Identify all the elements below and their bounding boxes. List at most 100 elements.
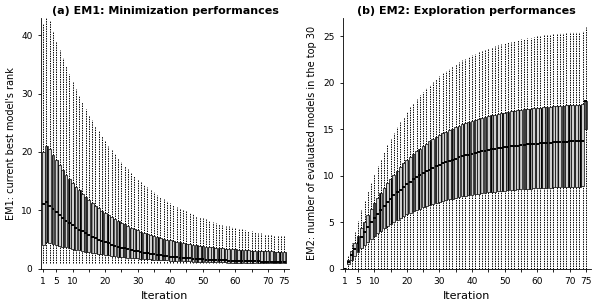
Bar — [500, 113, 503, 191]
Bar — [539, 107, 542, 188]
Bar — [467, 122, 470, 195]
Bar — [202, 246, 205, 262]
Y-axis label: EM2: number of evaluated models in the top 30: EM2: number of evaluated models in the t… — [307, 26, 318, 260]
Bar — [460, 124, 463, 196]
Bar — [74, 187, 77, 250]
Bar — [279, 252, 282, 263]
Bar — [484, 117, 487, 193]
Bar — [257, 251, 260, 263]
Bar — [435, 137, 438, 203]
Bar — [208, 247, 210, 262]
Bar — [448, 130, 451, 199]
Bar — [150, 235, 152, 259]
Bar — [188, 244, 191, 262]
Bar — [509, 111, 512, 190]
Bar — [218, 248, 221, 262]
Bar — [419, 149, 422, 208]
Bar — [405, 160, 408, 214]
Bar — [376, 198, 379, 233]
Bar — [110, 217, 113, 256]
Bar — [549, 107, 551, 188]
Bar — [62, 170, 64, 247]
Bar — [107, 215, 110, 255]
Bar — [353, 243, 356, 256]
Bar — [441, 134, 444, 201]
Title: (b) EM2: Exploration performances: (b) EM2: Exploration performances — [358, 6, 576, 16]
Bar — [139, 231, 142, 259]
Bar — [490, 115, 493, 192]
Bar — [386, 183, 389, 226]
Bar — [273, 252, 276, 263]
Bar — [370, 209, 373, 239]
Bar — [84, 197, 87, 252]
Bar — [97, 208, 100, 254]
Bar — [48, 150, 51, 243]
Bar — [451, 129, 454, 199]
Bar — [250, 251, 253, 263]
Bar — [520, 110, 522, 189]
Bar — [584, 101, 587, 129]
Bar — [444, 132, 447, 200]
Bar — [572, 105, 575, 187]
Bar — [542, 107, 545, 188]
Bar — [214, 248, 217, 262]
Bar — [81, 194, 84, 251]
Bar — [503, 113, 506, 191]
Bar — [412, 154, 415, 211]
Bar — [227, 249, 230, 262]
Bar — [516, 111, 519, 189]
Bar — [234, 249, 237, 263]
Bar — [389, 179, 392, 224]
Bar — [379, 193, 382, 231]
Bar — [237, 250, 240, 263]
Bar — [205, 247, 208, 262]
Bar — [175, 242, 178, 261]
Bar — [507, 112, 509, 190]
Bar — [45, 146, 48, 242]
Bar — [133, 229, 136, 258]
Bar — [162, 239, 165, 260]
Bar — [487, 116, 490, 192]
Bar — [396, 171, 398, 220]
Bar — [496, 114, 499, 191]
Bar — [169, 240, 172, 261]
Bar — [392, 175, 395, 222]
Bar — [100, 211, 103, 255]
Bar — [71, 183, 74, 249]
Bar — [55, 160, 58, 245]
Bar — [195, 245, 198, 262]
Bar — [363, 222, 366, 245]
Bar — [350, 251, 353, 260]
Bar — [360, 228, 363, 248]
Y-axis label: EM1: current best model's rank: EM1: current best model's rank — [5, 67, 16, 220]
Bar — [464, 123, 467, 196]
Bar — [243, 250, 246, 263]
Bar — [91, 203, 93, 253]
Title: (a) EM1: Minimization performances: (a) EM1: Minimization performances — [51, 6, 279, 16]
Bar — [120, 223, 123, 257]
Bar — [523, 110, 526, 189]
Bar — [373, 203, 376, 236]
Bar — [247, 250, 250, 263]
Bar — [270, 251, 273, 263]
Bar — [191, 245, 194, 262]
Bar — [399, 167, 402, 218]
Bar — [356, 235, 359, 252]
Bar — [221, 248, 224, 262]
Bar — [457, 126, 460, 197]
Bar — [78, 190, 81, 251]
Bar — [254, 251, 257, 263]
Bar — [347, 260, 350, 264]
Bar — [68, 179, 71, 248]
Bar — [267, 251, 269, 263]
Bar — [562, 106, 565, 187]
Bar — [477, 119, 480, 194]
Bar — [152, 236, 155, 260]
Bar — [224, 249, 227, 262]
Bar — [559, 106, 562, 187]
Bar — [581, 104, 584, 186]
Bar — [493, 115, 496, 192]
Bar — [240, 250, 243, 263]
Bar — [114, 219, 117, 256]
Bar — [263, 251, 266, 263]
